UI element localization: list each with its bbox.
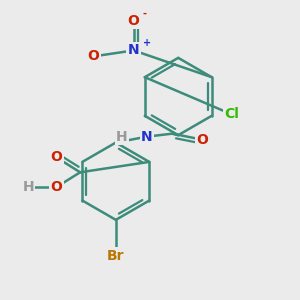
Text: Br: Br	[107, 248, 124, 262]
Text: N: N	[141, 130, 153, 144]
Text: O: O	[50, 150, 62, 164]
Text: O: O	[88, 50, 100, 63]
Text: N: N	[128, 44, 140, 57]
Text: O: O	[128, 14, 140, 28]
Text: +: +	[142, 38, 151, 48]
Text: O: O	[50, 180, 62, 194]
Text: H: H	[116, 130, 128, 144]
Text: H: H	[22, 180, 34, 194]
Text: O: O	[196, 133, 208, 147]
Text: -: -	[142, 8, 147, 18]
Text: Cl: Cl	[224, 107, 239, 121]
